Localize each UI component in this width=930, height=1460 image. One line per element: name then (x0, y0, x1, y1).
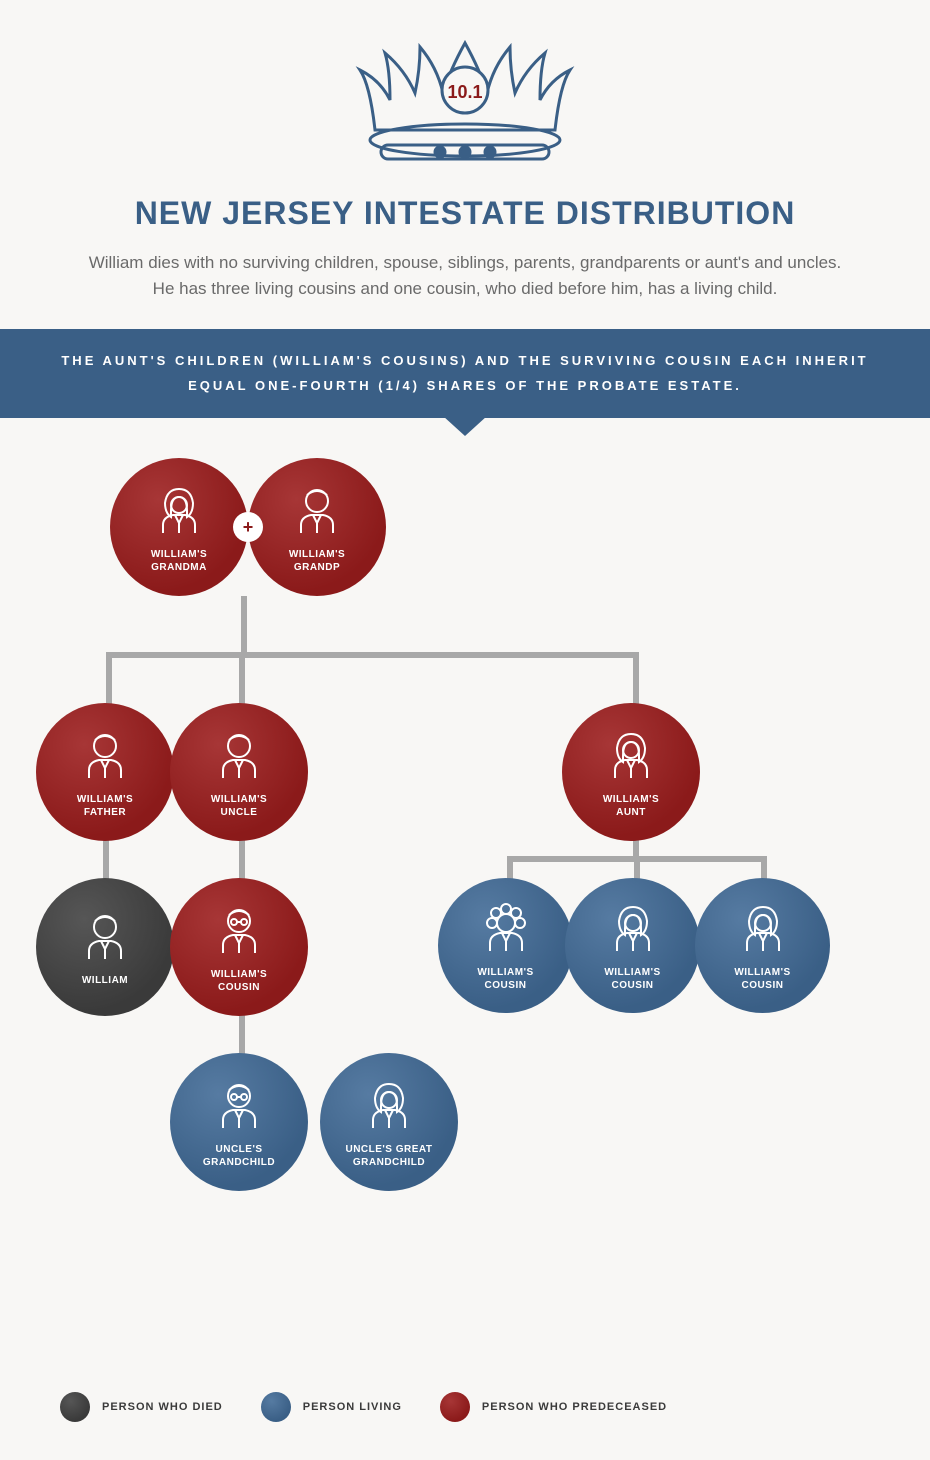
connector-line (239, 838, 245, 883)
person-icon (733, 899, 793, 960)
person-icon (601, 726, 661, 787)
person-icon (287, 481, 347, 542)
connector-line (239, 652, 245, 708)
person-icon (603, 899, 663, 960)
connector-line (761, 856, 767, 880)
legend-dot-icon (60, 1392, 90, 1422)
crown-container: 10.1 (0, 0, 930, 175)
person-node-cousin3: WILLIAM'S COUSIN (565, 878, 700, 1013)
connector-line (239, 1013, 245, 1058)
person-label: WILLIAM'S COUSIN (211, 968, 267, 994)
description: William dies with no surviving children,… (85, 250, 845, 301)
person-node-cousin1: WILLIAM'S COUSIN (170, 878, 308, 1016)
person-label: WILLIAM'S AUNT (603, 793, 659, 819)
legend-label: PERSON WHO DIED (102, 1401, 223, 1413)
legend-label: PERSON WHO PREDECEASED (482, 1401, 667, 1413)
connector-line (634, 856, 640, 880)
connector-line (241, 596, 247, 658)
crown-icon (335, 35, 595, 175)
legend: PERSON WHO DIED PERSON LIVING PERSON WHO P… (60, 1392, 667, 1422)
person-label: WILLIAM'S COUSIN (734, 966, 790, 992)
person-label: WILLIAM'S UNCLE (211, 793, 267, 819)
person-label: WILLIAM'S COUSIN (477, 966, 533, 992)
legend-item: PERSON LIVING (261, 1392, 402, 1422)
person-icon (476, 899, 536, 960)
person-label: WILLIAM'S FATHER (77, 793, 133, 819)
person-icon (149, 481, 209, 542)
legend-dot-icon (261, 1392, 291, 1422)
person-label: WILLIAM'S GRANDMA (151, 548, 207, 574)
person-node-aunt: WILLIAM'S AUNT (562, 703, 700, 841)
person-node-uncles_ggc: UNCLE'S GREAT GRANDCHILD (320, 1053, 458, 1191)
connector-line (633, 838, 639, 856)
person-label: WILLIAM'S COUSIN (604, 966, 660, 992)
person-icon (359, 1076, 419, 1137)
crown-number: 10.1 (447, 82, 482, 103)
person-icon (209, 726, 269, 787)
person-node-grandpa: WILLIAM'S GRANDP (248, 458, 386, 596)
legend-item: PERSON WHO PREDECEASED (440, 1392, 667, 1422)
page-title: NEW JERSEY INTESTATE DISTRIBUTION (0, 195, 930, 232)
connector-line (106, 652, 639, 658)
person-node-father: WILLIAM'S FATHER (36, 703, 174, 841)
person-icon (75, 907, 135, 968)
banner-text: THE AUNT'S CHILDREN (WILLIAM'S COUSINS) … (30, 349, 900, 398)
person-label: UNCLE'S GREAT GRANDCHILD (345, 1143, 432, 1169)
person-label: WILLIAM'S GRANDP (289, 548, 345, 574)
connector-line (103, 838, 109, 883)
person-icon (209, 1076, 269, 1137)
person-label: WILLIAM (82, 974, 128, 987)
summary-banner: THE AUNT'S CHILDREN (WILLIAM'S COUSINS) … (0, 329, 930, 418)
banner-arrow-icon (443, 416, 487, 436)
family-tree: WILLIAM'S GRANDMA WILLIAM'S GRANDP WILLIAM… (0, 458, 930, 1288)
person-node-uncles_gc: UNCLE'S GRANDCHILD (170, 1053, 308, 1191)
legend-dot-icon (440, 1392, 470, 1422)
connector-line (633, 652, 639, 708)
connector-line (106, 652, 112, 708)
person-node-grandma: WILLIAM'S GRANDMA (110, 458, 248, 596)
person-node-cousin4: WILLIAM'S COUSIN (695, 878, 830, 1013)
person-node-uncle: WILLIAM'S UNCLE (170, 703, 308, 841)
connector-line (507, 856, 513, 880)
legend-label: PERSON LIVING (303, 1401, 402, 1413)
person-label: UNCLE'S GRANDCHILD (203, 1143, 275, 1169)
person-node-cousin2: WILLIAM'S COUSIN (438, 878, 573, 1013)
person-icon (209, 901, 269, 962)
legend-item: PERSON WHO DIED (60, 1392, 223, 1422)
person-icon (75, 726, 135, 787)
person-node-william: WILLIAM (36, 878, 174, 1016)
